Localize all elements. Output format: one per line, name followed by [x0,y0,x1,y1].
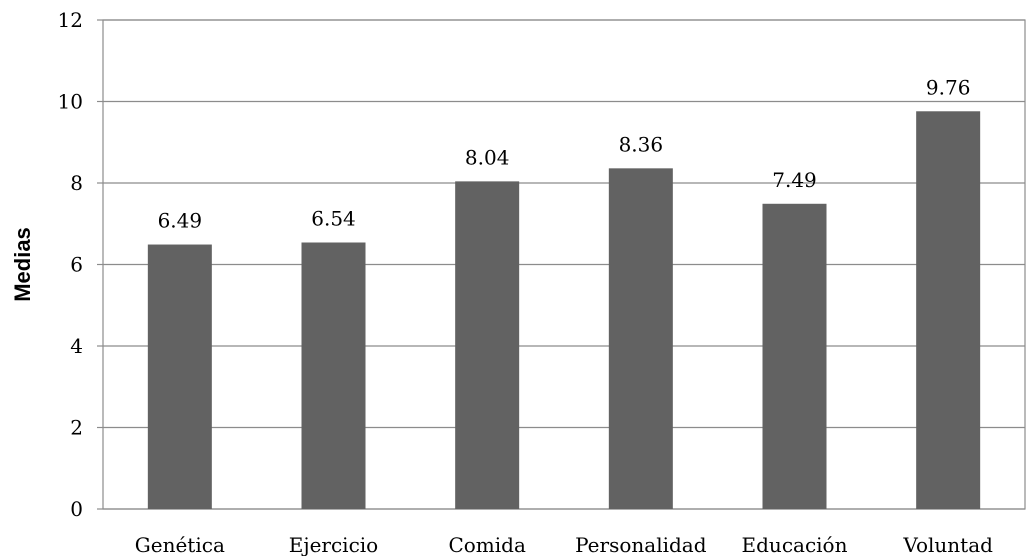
x-tick-label: Ejercicio [289,533,378,556]
bar [301,242,366,509]
x-tick-label: Genética [135,533,225,556]
x-tick-label: Voluntad [902,533,993,556]
y-axis-ticks: 0 2 4 6 8 10 12 [58,8,103,521]
gridlines [103,19,1025,510]
x-tick-label: Comida [448,533,526,556]
y-axis-title: Medias [10,227,35,302]
y-tick-label: 12 [58,8,83,32]
bar [916,111,981,509]
data-label: 9.76 [926,75,971,99]
y-tick-label: 8 [70,171,83,195]
bar [455,181,520,509]
bar [608,168,673,509]
data-label: 8.36 [619,132,664,156]
x-axis-labels: Genética Ejercicio Comida Personalidad Educa… [135,533,993,556]
data-label: 7.49 [772,168,817,192]
bars [147,111,981,509]
y-tick-label: 10 [58,90,83,114]
bar [762,203,827,509]
y-tick-label: 0 [70,497,83,521]
y-tick-label: 4 [70,334,83,358]
data-label: 6.54 [311,206,356,230]
x-tick-label: Educación [742,533,848,556]
x-tick-label: Personalidad [575,533,707,556]
data-label: 6.49 [158,209,203,233]
y-tick-label: 6 [70,253,83,277]
bar [147,244,212,509]
data-labels: 6.49 6.54 8.04 8.36 7.49 9.76 [158,75,971,232]
y-tick-label: 2 [70,416,83,440]
data-label: 8.04 [465,145,510,169]
